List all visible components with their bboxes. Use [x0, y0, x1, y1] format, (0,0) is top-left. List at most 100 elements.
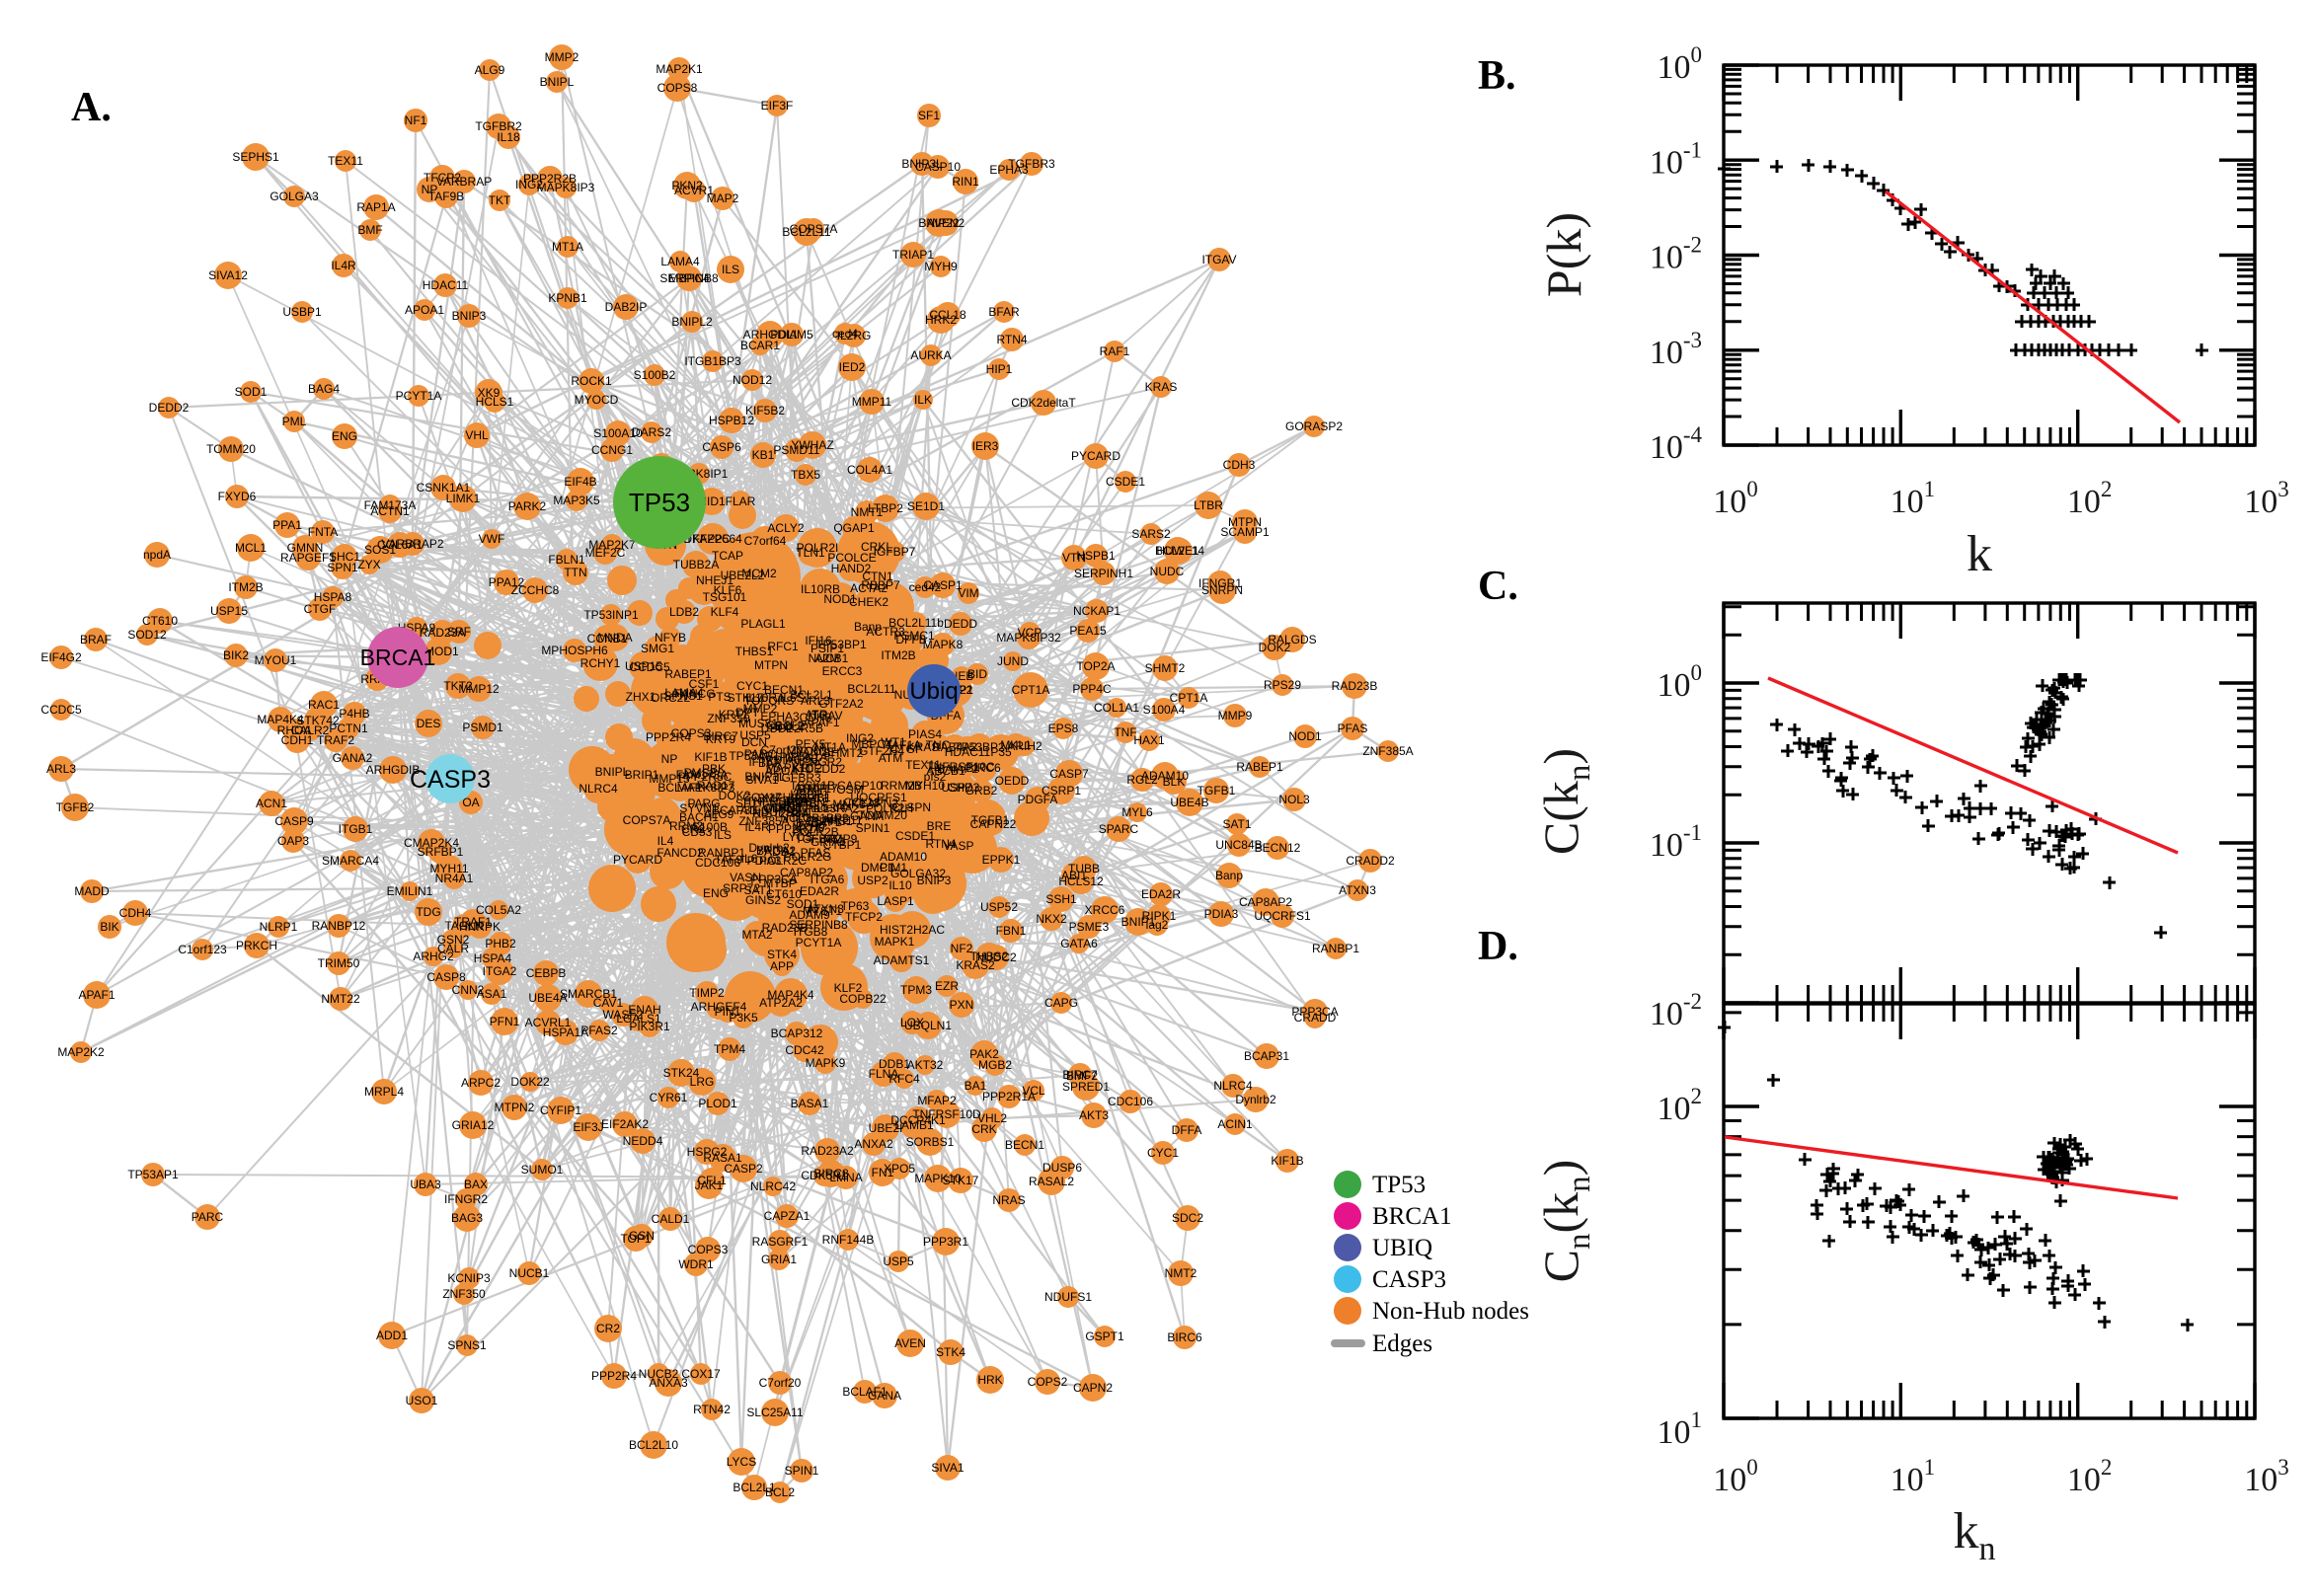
svg-text:BRCA1: BRCA1	[1372, 1203, 1452, 1230]
svg-text:HIP1: HIP1	[783, 791, 810, 804]
svg-text:COPS8: COPS8	[657, 81, 698, 95]
svg-text:ROCK1: ROCK1	[571, 374, 612, 388]
svg-text:DCN: DCN	[741, 735, 767, 749]
svg-text:POLR2G: POLR2G	[784, 850, 832, 864]
svg-text:LYCS: LYCS	[727, 1455, 756, 1469]
svg-text:NF1: NF1	[405, 114, 427, 127]
svg-text:RIN1: RIN1	[952, 175, 979, 189]
svg-text:CASP3: CASP3	[410, 766, 491, 794]
svg-text:KRT2: KRT2	[793, 761, 823, 775]
svg-text:BASA1: BASA1	[791, 1097, 829, 1110]
svg-text:ACTR3: ACTR3	[866, 625, 905, 639]
svg-text:IL10RB: IL10RB	[801, 582, 840, 596]
svg-text:Banp: Banp	[1215, 869, 1243, 882]
svg-text:MCL1: MCL1	[235, 541, 267, 555]
svg-text:CSDE1: CSDE1	[895, 829, 935, 843]
svg-text:LTBR: LTBR	[1194, 498, 1223, 512]
svg-text:MTBP: MTBP	[763, 876, 796, 890]
svg-text:CPT1A: CPT1A	[1170, 691, 1208, 705]
svg-text:LDB2: LDB2	[669, 605, 699, 619]
svg-text:PEA15: PEA15	[1069, 624, 1107, 638]
svg-text:APOA1: APOA1	[405, 303, 444, 317]
svg-text:AURKA: AURKA	[910, 348, 951, 362]
svg-text:PSMD11: PSMD11	[773, 443, 819, 457]
svg-text:SHMT2: SHMT2	[823, 746, 864, 760]
svg-text:BMF: BMF	[757, 792, 782, 805]
svg-text:UQCRFS1: UQCRFS1	[850, 791, 907, 804]
svg-text:IER3: IER3	[972, 439, 999, 453]
svg-text:CSTF2: CSTF2	[766, 719, 804, 732]
svg-text:GSPT1: GSPT1	[1085, 1330, 1124, 1343]
svg-text:OAP3: OAP3	[277, 834, 309, 848]
svg-text:ZNF385A: ZNF385A	[738, 814, 789, 828]
svg-text:PARC: PARC	[744, 747, 777, 761]
svg-text:RASAL2: RASAL2	[1029, 1175, 1074, 1188]
svg-text:PCYT1A: PCYT1A	[796, 936, 842, 950]
svg-text:APAF1: APAF1	[803, 716, 839, 729]
svg-text:SOS1: SOS1	[364, 543, 396, 557]
svg-text:TKT: TKT	[489, 193, 511, 207]
svg-text:BAG3: BAG3	[451, 1211, 483, 1225]
svg-text:EIF4G2: EIF4G2	[40, 650, 82, 664]
svg-text:RAD23B: RAD23B	[762, 921, 809, 935]
svg-text:GOLGA32: GOLGA32	[890, 867, 946, 880]
svg-text:LTBP2: LTBP2	[868, 501, 903, 515]
svg-text:MYL6: MYL6	[1121, 805, 1153, 819]
svg-text:CCDC5: CCDC5	[629, 660, 670, 674]
svg-text:ITGA6: ITGA6	[811, 873, 845, 886]
svg-text:BCL2L10: BCL2L10	[629, 1438, 678, 1452]
svg-text:MMP2: MMP2	[545, 50, 579, 64]
svg-text:CHEK2: CHEK2	[849, 595, 888, 609]
svg-text:PARK2: PARK2	[508, 499, 547, 513]
svg-text:SERPINB8: SERPINB8	[789, 918, 848, 932]
svg-text:TGFBR3: TGFBR3	[1008, 157, 1055, 171]
svg-text:P4HB: P4HB	[339, 707, 369, 721]
svg-text:TAF9: TAF9	[715, 853, 743, 867]
svg-text:DUSP6: DUSP6	[1042, 1161, 1082, 1175]
svg-text:SRFBP1: SRFBP1	[418, 845, 464, 859]
svg-text:MTPN: MTPN	[1228, 515, 1262, 529]
svg-text:HSPA4: HSPA4	[474, 951, 512, 965]
svg-text:BAX: BAX	[464, 1178, 488, 1191]
svg-text:MT1A: MT1A	[814, 740, 846, 754]
svg-text:BCL2: BCL2	[775, 720, 805, 733]
svg-text:USO1: USO1	[406, 1394, 438, 1407]
svg-text:THBS2: THBS2	[970, 950, 1009, 963]
svg-text:LRG: LRG	[690, 1075, 715, 1089]
svg-text:IL2RG: IL2RG	[837, 329, 872, 342]
svg-text:NLRC4: NLRC4	[579, 782, 618, 796]
svg-text:NOD1: NOD1	[1288, 729, 1322, 743]
svg-text:DEDD: DEDD	[944, 617, 977, 631]
svg-text:MMP11: MMP11	[852, 395, 892, 409]
svg-text:GORASP2: GORASP2	[1285, 419, 1343, 433]
svg-text:ACN1: ACN1	[256, 797, 287, 810]
svg-text:BCL2L11: BCL2L11	[847, 682, 895, 696]
svg-text:SNRPN: SNRPN	[784, 796, 825, 809]
svg-text:TNC: TNC	[926, 738, 951, 752]
svg-text:COPS3: COPS3	[671, 726, 712, 740]
svg-text:LIMK1: LIMK1	[446, 492, 481, 505]
svg-text:EIF3J: EIF3J	[573, 1120, 603, 1134]
svg-text:BIK: BIK	[100, 920, 118, 934]
svg-text:BCLAF1: BCLAF1	[842, 1385, 888, 1399]
svg-text:D.: D.	[1478, 924, 1518, 969]
svg-text:DFFA: DFFA	[1172, 1123, 1202, 1137]
svg-text:TFCP2: TFCP2	[424, 171, 461, 185]
svg-text:CCNG1: CCNG1	[591, 443, 633, 457]
svg-text:CAPZA1: CAPZA1	[764, 1209, 811, 1223]
svg-text:UBE4B: UBE4B	[778, 797, 816, 810]
svg-text:USO1: USO1	[761, 722, 794, 735]
svg-text:PFAS2: PFAS2	[580, 1024, 618, 1037]
svg-text:BNIP3: BNIP3	[917, 874, 952, 887]
svg-text:MAPK8IP3: MAPK8IP3	[537, 181, 595, 194]
svg-text:GINS2: GINS2	[745, 893, 781, 907]
svg-text:SLC25A11: SLC25A11	[746, 1406, 803, 1419]
svg-text:PLOD1: PLOD1	[698, 1097, 737, 1110]
svg-text:CRKL: CRKL	[861, 540, 892, 554]
svg-text:CT610: CT610	[142, 614, 178, 628]
svg-text:ARL3: ARL3	[801, 694, 830, 708]
svg-text:SDC2: SDC2	[1172, 1211, 1203, 1225]
svg-text:SHMT2: SHMT2	[1145, 661, 1186, 675]
svg-text:SEPHS1: SEPHS1	[232, 150, 279, 164]
svg-text:MYH10: MYH10	[905, 779, 945, 793]
